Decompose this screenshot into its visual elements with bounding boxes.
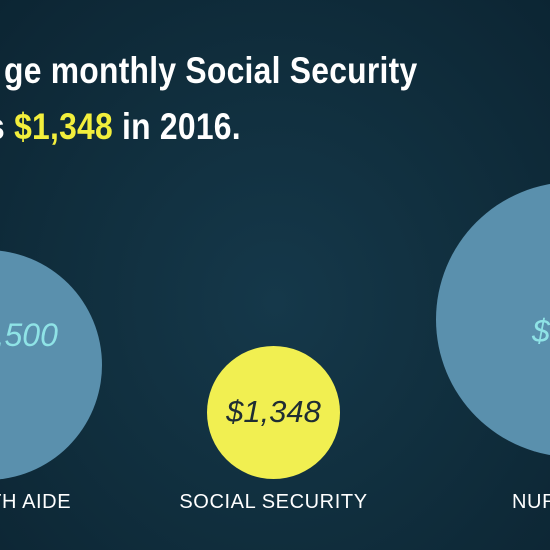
nursing-label: NUR xyxy=(512,491,550,513)
health-aide-amount: $2,500 xyxy=(0,317,58,353)
headline-line-2-suffix: in 2016. xyxy=(112,106,241,147)
headline-line-1: ge monthly Social Security xyxy=(4,50,418,91)
health-aide-circle xyxy=(0,250,102,480)
headline-line-2: s $1,348 in 2016. xyxy=(0,106,241,148)
social-security-circle xyxy=(207,346,340,479)
health-aide-label: HEALTH AIDE xyxy=(0,491,72,513)
social-security-amount: $1,348 xyxy=(226,394,321,429)
nursing-amount: $ xyxy=(532,313,550,349)
social-security-label: SOCIAL SECURITY xyxy=(179,491,368,513)
headline-line-2-prefix: s xyxy=(0,106,14,147)
headline: ge monthly Social Security s $1,348 in 2… xyxy=(0,0,550,170)
headline-highlight-amount: $1,348 xyxy=(14,106,113,147)
